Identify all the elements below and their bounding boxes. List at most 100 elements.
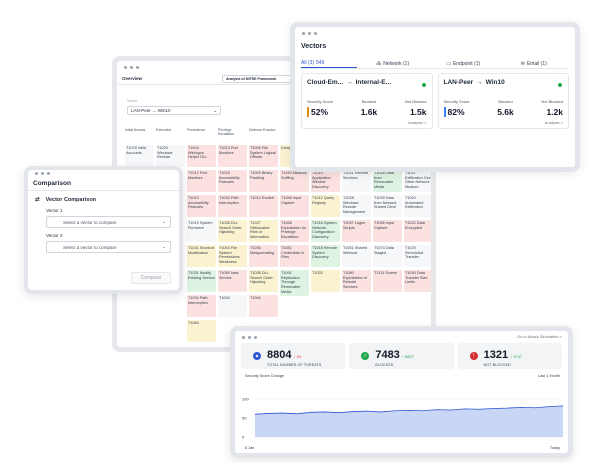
vectors-title: Vectors [301,43,327,50]
arrow-right-icon: → [476,79,483,86]
technique-cell[interactable]: T1028 Windows Remote Management [342,195,371,217]
technique-cell[interactable]: T1068 Exploitation for Privilege Escalat… [280,220,309,242]
technique-cell[interactable]: T1031 Shortcut Modification [187,245,216,267]
technique-cell[interactable]: T1081 Credentials in Files [280,245,309,267]
technique-cell[interactable]: T1053 [218,295,247,317]
technique-cell[interactable]: T1040 Network Sniffing [280,170,309,192]
compare-button[interactable]: Compare [131,272,171,284]
technique-cell[interactable]: T1113 Screen [373,270,402,292]
tab-email[interactable]: ✉ Email (1) [498,59,569,68]
technique-cell[interactable]: T1042 [249,295,278,317]
tab-network[interactable]: ⁂ Network (1) [357,59,428,68]
technique-cell[interactable]: T1043 Commonly Used Port [435,270,436,292]
technique-cell[interactable]: T1013 Accessibility Features [187,195,216,217]
vector-card[interactable]: Cloud-Em... → Internal-E... Security Sco… [301,73,433,129]
not-blocked-value: 1.2k [546,107,563,117]
technique-cell[interactable]: T1021 Remote Services [342,170,371,192]
not-blocked-label: Not Blocked [404,99,427,104]
technique-cell[interactable]: T1039 Data from Network Shared Drive [373,195,402,217]
technique-cell[interactable]: T1027 Obfuscated Files or Information [249,220,278,242]
comparison-title: Comparison [28,177,179,191]
technique-cell[interactable]: T1022 Data Encrypted [404,220,431,242]
tab-label: Endpoint (1) [452,60,481,67]
technique-cell[interactable]: T1033 [311,270,340,292]
analysis-link[interactable]: Analysis > [544,120,563,125]
technique-cell[interactable]: T1011 Exfiltration Over Other Network Me… [404,170,431,192]
technique-cell[interactable]: T1038 DLL Search Order Hijacking [218,220,247,242]
technique-cell[interactable]: T1010 Application Window Discovery [311,170,340,192]
metric-delta: ↑ 5827 [401,354,414,359]
tab-endpoint[interactable]: ▭ Endpoint (1) [428,59,499,68]
technique-cell[interactable]: T1056 Input Capture [280,195,309,217]
technique-cell[interactable]: T1034 Path Interception [187,295,216,317]
vector-card-title: LAN-Peer → Win10 [444,79,564,86]
window-controls [295,27,575,39]
chevron-down-icon: ⌄ [162,244,166,249]
blocked-value: 5.6k [497,107,514,117]
technique-cell[interactable]: T1074 Data Staged [373,245,402,267]
vector-select-value: LAN-Peer → Win10 [131,108,171,113]
technique-cell[interactable]: T1025 Data from Removable Media [373,170,402,192]
technique-cell[interactable]: T1051 Shared Webroot [342,245,371,267]
technique-cell[interactable]: T1009 Binary Padding [249,170,278,192]
technique-cell[interactable]: T1018 Remote System Discovery [311,245,340,267]
vector2-select[interactable]: Select a vector to compare ⌄ [46,241,171,253]
overview-tab[interactable]: Overview [122,76,143,81]
metric-value: 1321 [483,349,509,361]
vector1-select[interactable]: Select a vector to compare ⌄ [46,216,171,228]
attack-simulation-link[interactable]: Go to Attack Simulation > [516,334,562,339]
chart-range[interactable]: Last 1 Month [538,374,560,378]
technique-cell[interactable]: T1038 DLL Search Order Hijacking [249,270,278,292]
technique-cell[interactable]: T1013 Port Monitors [218,145,247,167]
technique-cell[interactable]: T1029 Scheduled Transfer [404,245,431,267]
technique-cell[interactable]: T1056 Input Capture [373,220,402,242]
technique-cell[interactable]: T1080 Exploitation of Remote Services [342,270,371,292]
technique-cell[interactable]: T1044 File System Permissions Weakness [218,245,247,267]
technique-cell[interactable]: T1004 Winlogon Helper DLL [187,145,216,167]
tactic-column: Defense Evasion T1006 File System Logical… [249,128,278,342]
technique-cell[interactable]: T1037 Logon Scripts [342,220,371,242]
endpoint-icon: ▭ [446,60,451,67]
technique-cell[interactable]: T1032 Standard Cryptographic Protocol [435,245,436,267]
technique-cell[interactable]: T1050 New Service [218,270,247,292]
technique-cell[interactable]: T1016 System Network Configuration Disco… [311,220,340,242]
technique-cell[interactable]: T1084 [187,320,216,342]
technique-cell[interactable]: T1014 Rootkit [249,195,278,217]
tactic-column: Privilege Escalation T1013 Port Monitors T… [218,128,247,342]
shield-alert-icon: ! [469,352,478,360]
not-blocked-value: 1.5k [409,107,427,117]
technique-cell[interactable]: T1036 Masquerading [249,245,278,267]
analysis-link[interactable]: Analysis > [408,120,427,125]
dashboard-window: Go to Attack Simulation > ▲ 8804 ↓ 93 TOT… [230,326,573,458]
vector-tabs: All (3) 549 ⁂ Network (1) ▭ Endpoint (1)… [301,59,569,69]
technique-cell[interactable]: T1024 Custom Cryptographic Protocol [435,195,436,217]
tactic-column: Execution T1029 Windows Remote [156,128,185,342]
vector-card[interactable]: LAN-Peer → Win10 Security Score Blocked … [437,73,569,129]
technique-cell[interactable]: T1012 Port Monitors [187,170,216,192]
framework-select[interactable]: Analysis of MITRE Framework × [222,74,301,83]
status-dot-icon [558,83,562,87]
technique-cell[interactable]: T1006 File System Logical Offsets [249,145,278,167]
swap-icon: ⇄ [35,197,40,203]
tab-all[interactable]: All (3) 549 [301,59,358,68]
technique-cell[interactable]: T1031 Modify Existing Service [187,270,216,292]
technique-cell[interactable]: T1078 Valid Accounts [125,145,154,167]
technique-cell[interactable]: T1012 Query Registry [311,195,340,217]
technique-cell[interactable]: T1026 Multiband Communication [435,220,436,242]
security-score-label: Security Score [443,99,470,104]
vectors-window: Vectors All (3) 549 ⁂ Network (1) ▭ Endp… [290,22,580,172]
technique-cell[interactable]: T1030 Data Transfer Size Limits [404,270,431,292]
security-score-label: Security Score [307,99,334,104]
technique-cell[interactable]: T1015 Accessibility Features [218,170,247,192]
technique-cell[interactable]: T1020 Automated Exfiltration [404,195,431,217]
blocked-value: 1.6k [360,107,378,117]
metric-label: NOT BLOCKED [483,363,511,367]
technique-cell[interactable]: T1008 Fallback Channels [435,170,436,192]
tactic-header: Execution [156,128,172,132]
technique-cell[interactable]: T1029 Windows Remote [156,145,185,167]
vector-select[interactable]: LAN-Peer → Win10 ⌄ [127,106,221,115]
technique-cell[interactable]: T1091 Replication Through Removable Medi… [280,270,309,296]
technique-cell[interactable]: T1019 System Firmware [187,220,216,242]
technique-cell[interactable]: T1034 Path Interception [218,195,247,217]
tactic-header: Defense Evasion [249,128,276,132]
